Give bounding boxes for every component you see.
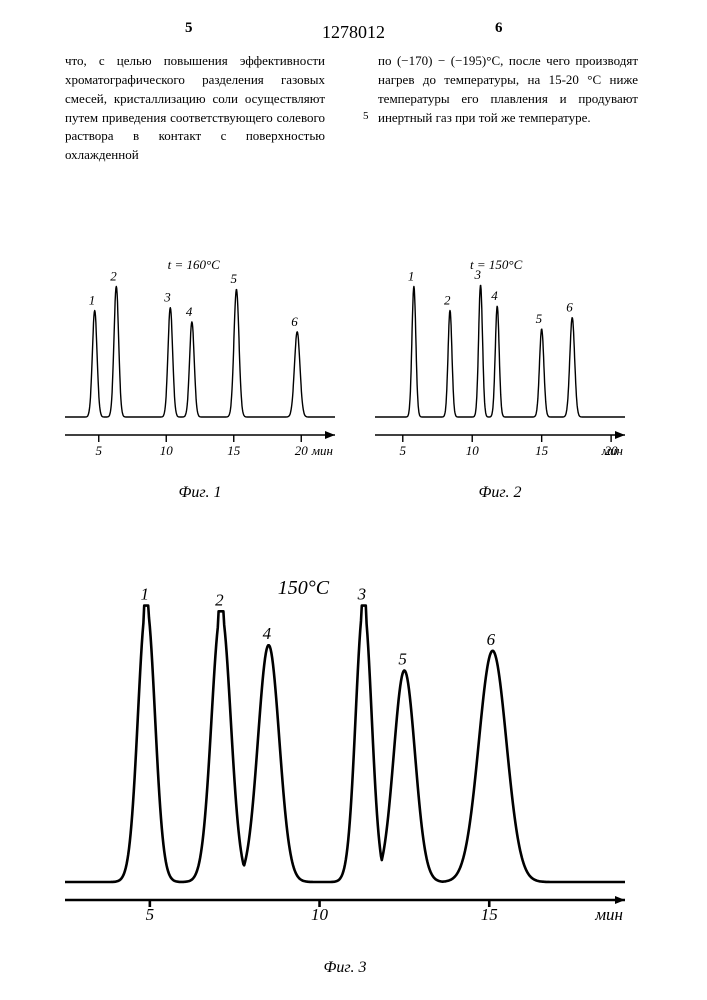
x-tick-label: 15 (227, 443, 241, 458)
x-tick-label: 10 (466, 443, 480, 458)
peak-label: 1 (408, 268, 415, 283)
chromatogram-svg: 5101520 123456 t = 160°C мин (60, 245, 340, 480)
figure-caption: Фиг. 2 (370, 484, 630, 502)
temperature-label: t = 150°C (470, 257, 523, 272)
peak-label: 2 (110, 268, 117, 283)
figure-caption: Фиг. 1 (60, 484, 340, 502)
figure-caption: Фиг. 3 (60, 959, 630, 977)
margin-line-number: 5 (363, 109, 369, 125)
x-axis-unit: мин (311, 443, 333, 458)
x-axis-unit: мин (594, 905, 623, 924)
x-tick-label: 20 (295, 443, 309, 458)
x-tick-label: 5 (96, 443, 103, 458)
peak-label: 1 (140, 585, 149, 604)
peak-label: 3 (357, 585, 367, 604)
peak-label: 6 (487, 630, 496, 649)
x-tick-label: 10 (311, 905, 329, 924)
chromatogram-svg: 5101520 123456 t = 150°C мин (370, 245, 630, 480)
peak-label: 5 (398, 650, 407, 669)
page-number-left: 5 (185, 20, 193, 37)
x-tick-label: 10 (160, 443, 174, 458)
x-tick-label: 5 (400, 443, 407, 458)
peak-label: 4 (186, 304, 193, 319)
peak-label: 5 (230, 271, 237, 286)
x-tick-label: 15 (481, 905, 498, 924)
peak-label: 1 (89, 293, 96, 308)
figure-1: 5101520 123456 t = 160°C мин Фиг. 1 (60, 245, 340, 502)
x-axis-unit: мин (601, 443, 623, 458)
temperature-label: t = 160°C (168, 257, 221, 272)
figure-2: 5101520 123456 t = 150°C мин Фиг. 2 (370, 245, 630, 502)
temperature-label: 150°C (278, 577, 330, 599)
x-tick-label: 15 (535, 443, 549, 458)
right-column-text: по (−170) − (−195)°С, после чего произво… (378, 52, 638, 127)
peak-label: 6 (566, 300, 573, 315)
figure-3: 5 10 15 1 2 4 3 5 6 150°C мин Фиг. 3 (60, 570, 630, 977)
peak-label: 6 (291, 314, 298, 329)
page-number-right: 6 (495, 20, 503, 37)
x-tick-label: 5 (146, 905, 155, 924)
peak-label: 3 (163, 290, 171, 305)
peak-label: 4 (263, 624, 272, 643)
peak-label: 2 (444, 293, 451, 308)
patent-number: 1278012 (322, 22, 385, 43)
peak-label: 4 (491, 288, 498, 303)
chromatogram-svg: 5 10 15 1 2 4 3 5 6 150°C мин (60, 570, 630, 955)
peak-label: 2 (215, 590, 224, 609)
peak-label: 5 (536, 311, 543, 326)
left-column-text: что, с целью повышения эффективности хро… (65, 52, 325, 165)
